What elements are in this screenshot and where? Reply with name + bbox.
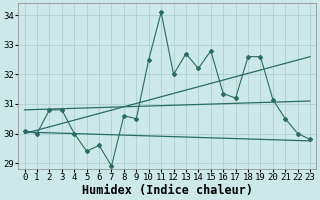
X-axis label: Humidex (Indice chaleur): Humidex (Indice chaleur) xyxy=(82,184,253,197)
